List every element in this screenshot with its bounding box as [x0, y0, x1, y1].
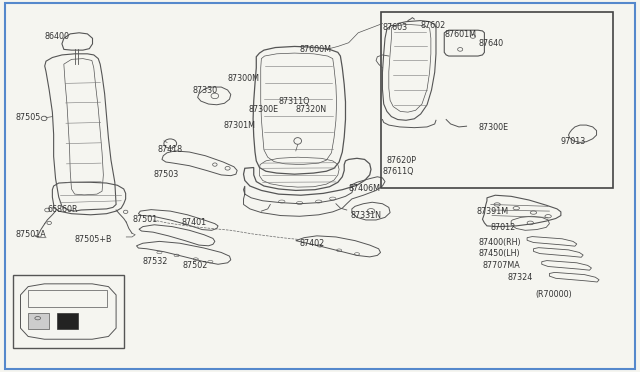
- Text: 87600M: 87600M: [300, 45, 332, 54]
- Text: 87320N: 87320N: [296, 105, 327, 115]
- Bar: [28, 291, 106, 307]
- Text: 87532: 87532: [143, 257, 168, 266]
- Text: 87620P: 87620P: [387, 155, 417, 165]
- Text: 87450(LH): 87450(LH): [478, 249, 520, 258]
- Bar: [381, 13, 613, 188]
- Text: 87602: 87602: [420, 21, 446, 30]
- Text: 87503: 87503: [153, 170, 179, 179]
- Text: 87501A: 87501A: [15, 230, 46, 239]
- Text: 87301M: 87301M: [223, 121, 255, 129]
- Text: 87640: 87640: [478, 39, 503, 48]
- Text: 87012: 87012: [491, 223, 516, 232]
- Text: (R70000): (R70000): [536, 291, 572, 299]
- Text: 86400: 86400: [45, 32, 70, 41]
- Text: 87391M: 87391M: [476, 207, 508, 217]
- Text: 87406M: 87406M: [349, 185, 381, 193]
- Text: 87300E: 87300E: [248, 105, 279, 115]
- Bar: [13, 275, 124, 349]
- Text: 87324: 87324: [508, 273, 533, 282]
- Text: 87611Q: 87611Q: [383, 167, 414, 176]
- Text: 87505+B: 87505+B: [75, 235, 112, 244]
- Text: 87330: 87330: [193, 86, 218, 94]
- Text: 87311Q: 87311Q: [278, 97, 310, 106]
- Text: 87401: 87401: [182, 218, 207, 227]
- Text: 87300E: 87300E: [478, 123, 508, 132]
- Text: 87501: 87501: [132, 215, 157, 224]
- Text: 87331N: 87331N: [351, 211, 381, 220]
- Text: 97013: 97013: [561, 137, 586, 146]
- Text: 87300M: 87300M: [228, 74, 260, 83]
- Text: 87402: 87402: [300, 239, 325, 248]
- Bar: [28, 312, 49, 329]
- Text: 87601M: 87601M: [444, 30, 476, 39]
- Text: 87418: 87418: [157, 145, 182, 154]
- Text: 87400(RH): 87400(RH): [478, 238, 521, 247]
- Text: 87603: 87603: [383, 23, 408, 32]
- Text: 66860R: 66860R: [47, 205, 78, 215]
- Bar: [57, 312, 78, 329]
- Text: 87505: 87505: [15, 113, 41, 122]
- Text: 87502: 87502: [183, 261, 209, 270]
- Text: 87707MA: 87707MA: [483, 261, 520, 270]
